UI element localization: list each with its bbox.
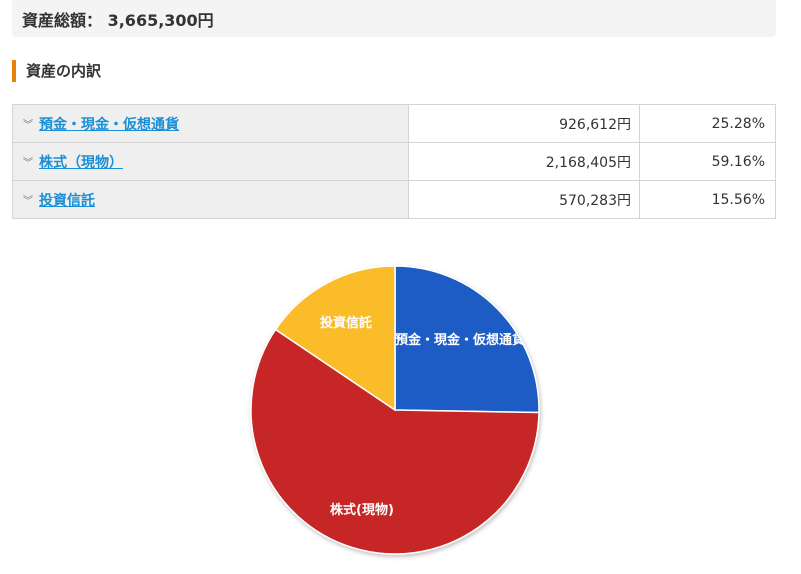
category-cell: ︾ 投資信託 bbox=[12, 180, 409, 219]
pie-slice[interactable] bbox=[274, 265, 396, 412]
table-row: ︾ 預金・現金・仮想通貨 926,612円 25.28% bbox=[12, 104, 776, 143]
amount-cell: 926,612円 bbox=[408, 104, 640, 143]
category-cell: ︾ 株式（現物） bbox=[12, 142, 409, 181]
pie-slice[interactable] bbox=[394, 265, 540, 414]
chevron-down-icon[interactable]: ︾ bbox=[23, 119, 33, 131]
pie-slice-label: 株式(現物) bbox=[330, 502, 394, 518]
percent-cell: 25.28% bbox=[639, 104, 776, 143]
pie-slice[interactable] bbox=[250, 328, 540, 555]
total-assets-value: 3,665,300円 bbox=[107, 11, 214, 30]
category-link-deposits[interactable]: 預金・現金・仮想通貨 bbox=[39, 116, 179, 133]
table-row: ︾ 株式（現物） 2,168,405円 59.16% bbox=[12, 142, 776, 181]
total-assets: 資産総額： 3,665,300円 bbox=[22, 7, 214, 31]
chevron-down-icon[interactable]: ︾ bbox=[23, 195, 33, 207]
category-cell: ︾ 預金・現金・仮想通貨 bbox=[12, 104, 409, 143]
total-assets-label: 資産総額： bbox=[22, 11, 103, 30]
asset-pie-chart-container: 預金・現金・仮想通貨株式(現物) 投資信託 bbox=[0, 240, 801, 570]
amount-cell: 2,168,405円 bbox=[408, 142, 640, 181]
total-assets-bar: 資産総額： 3,665,300円 bbox=[12, 0, 776, 37]
percent-cell: 59.16% bbox=[639, 142, 776, 181]
section-title: 資産の内訳 bbox=[12, 60, 101, 82]
percent-cell: 15.56% bbox=[639, 180, 776, 219]
pie-slice-label: 投資信託 bbox=[320, 315, 372, 331]
category-link-funds[interactable]: 投資信託 bbox=[39, 192, 95, 209]
asset-breakdown-table: ︾ 預金・現金・仮想通貨 926,612円 25.28% ︾ 株式（現物） 2,16… bbox=[12, 104, 776, 219]
chevron-down-icon[interactable]: ︾ bbox=[23, 157, 33, 169]
amount-cell: 570,283円 bbox=[408, 180, 640, 219]
category-link-stocks[interactable]: 株式（現物） bbox=[39, 154, 123, 171]
pie-slice-label: 預金・現金・仮想通貨 bbox=[395, 332, 525, 348]
table-row: ︾ 投資信託 570,283円 15.56% bbox=[12, 180, 776, 219]
pie-slices bbox=[250, 265, 540, 555]
